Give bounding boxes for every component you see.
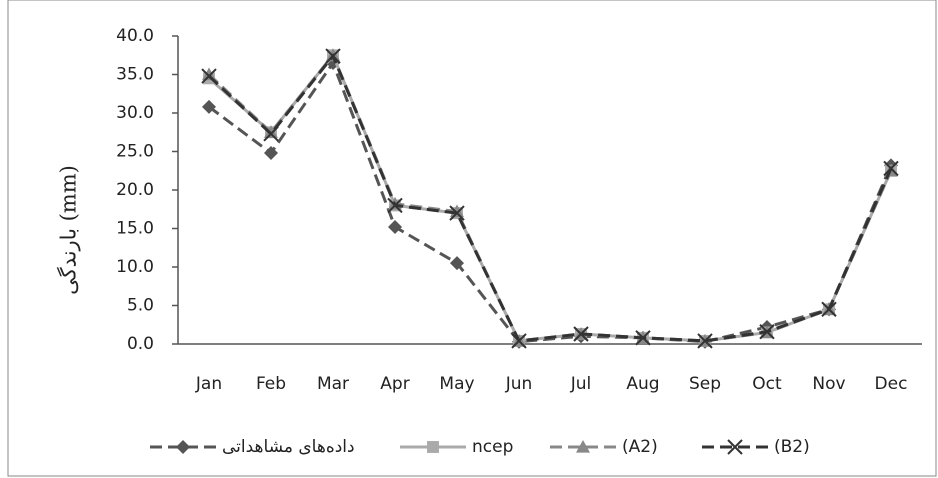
y-tick-label: 0.0: [127, 334, 154, 354]
marker: [883, 160, 899, 177]
legend-label: ncep: [472, 437, 513, 457]
marker: [387, 197, 403, 214]
y-tick-label: 30.0: [116, 103, 154, 123]
marker: [727, 439, 743, 455]
legend-label: (A2): [622, 437, 658, 457]
marker: [325, 48, 341, 64]
y-tick-label: 20.0: [116, 180, 154, 200]
marker: [202, 67, 216, 81]
y-tick-label: 40.0: [116, 26, 154, 46]
chart-frame: [7, 0, 937, 477]
y-tick-label: 25.0: [116, 142, 154, 162]
x-tick-label: Oct: [752, 374, 782, 394]
x-tick-label: Jun: [505, 374, 533, 394]
series-line: [208, 59, 893, 344]
x-tick-label: Jul: [570, 374, 592, 394]
marker: [697, 333, 713, 349]
legend-label: (B2): [774, 437, 810, 457]
marker: [388, 219, 402, 234]
marker: [635, 330, 651, 346]
x-tick-label: Apr: [380, 374, 409, 394]
y-tick-label: 15.0: [116, 219, 154, 239]
x-tick-label: Mar: [317, 374, 349, 394]
x-tick-label: Sep: [689, 374, 721, 394]
marker: [264, 146, 278, 161]
x-tick-label: Nov: [812, 374, 845, 394]
marker: [202, 99, 216, 114]
x-tick-label: Dec: [875, 374, 908, 394]
marker: [821, 301, 837, 318]
marker: [450, 256, 464, 271]
y-tick-label: 5.0: [127, 296, 154, 316]
marker: [176, 440, 190, 454]
marker: [263, 126, 279, 142]
marker: [511, 333, 527, 349]
y-axis-label: بارندگی (mm): [57, 165, 82, 295]
marker: [264, 125, 278, 138]
x-tick-label: Aug: [626, 374, 659, 394]
marker: [759, 323, 775, 340]
marker: [427, 441, 439, 453]
legend-label: داده‌های مشاهداتی: [222, 437, 355, 457]
marker: [201, 68, 217, 84]
marker: [449, 205, 465, 221]
y-tick-label: 35.0: [116, 65, 154, 85]
marker: [576, 440, 590, 453]
marker: [573, 326, 589, 342]
x-tick-label: Jan: [195, 374, 222, 394]
x-tick-label: May: [439, 374, 474, 394]
y-tick-label: 10.0: [116, 257, 154, 277]
series-line: [207, 53, 893, 343]
x-tick-label: Feb: [256, 374, 286, 394]
